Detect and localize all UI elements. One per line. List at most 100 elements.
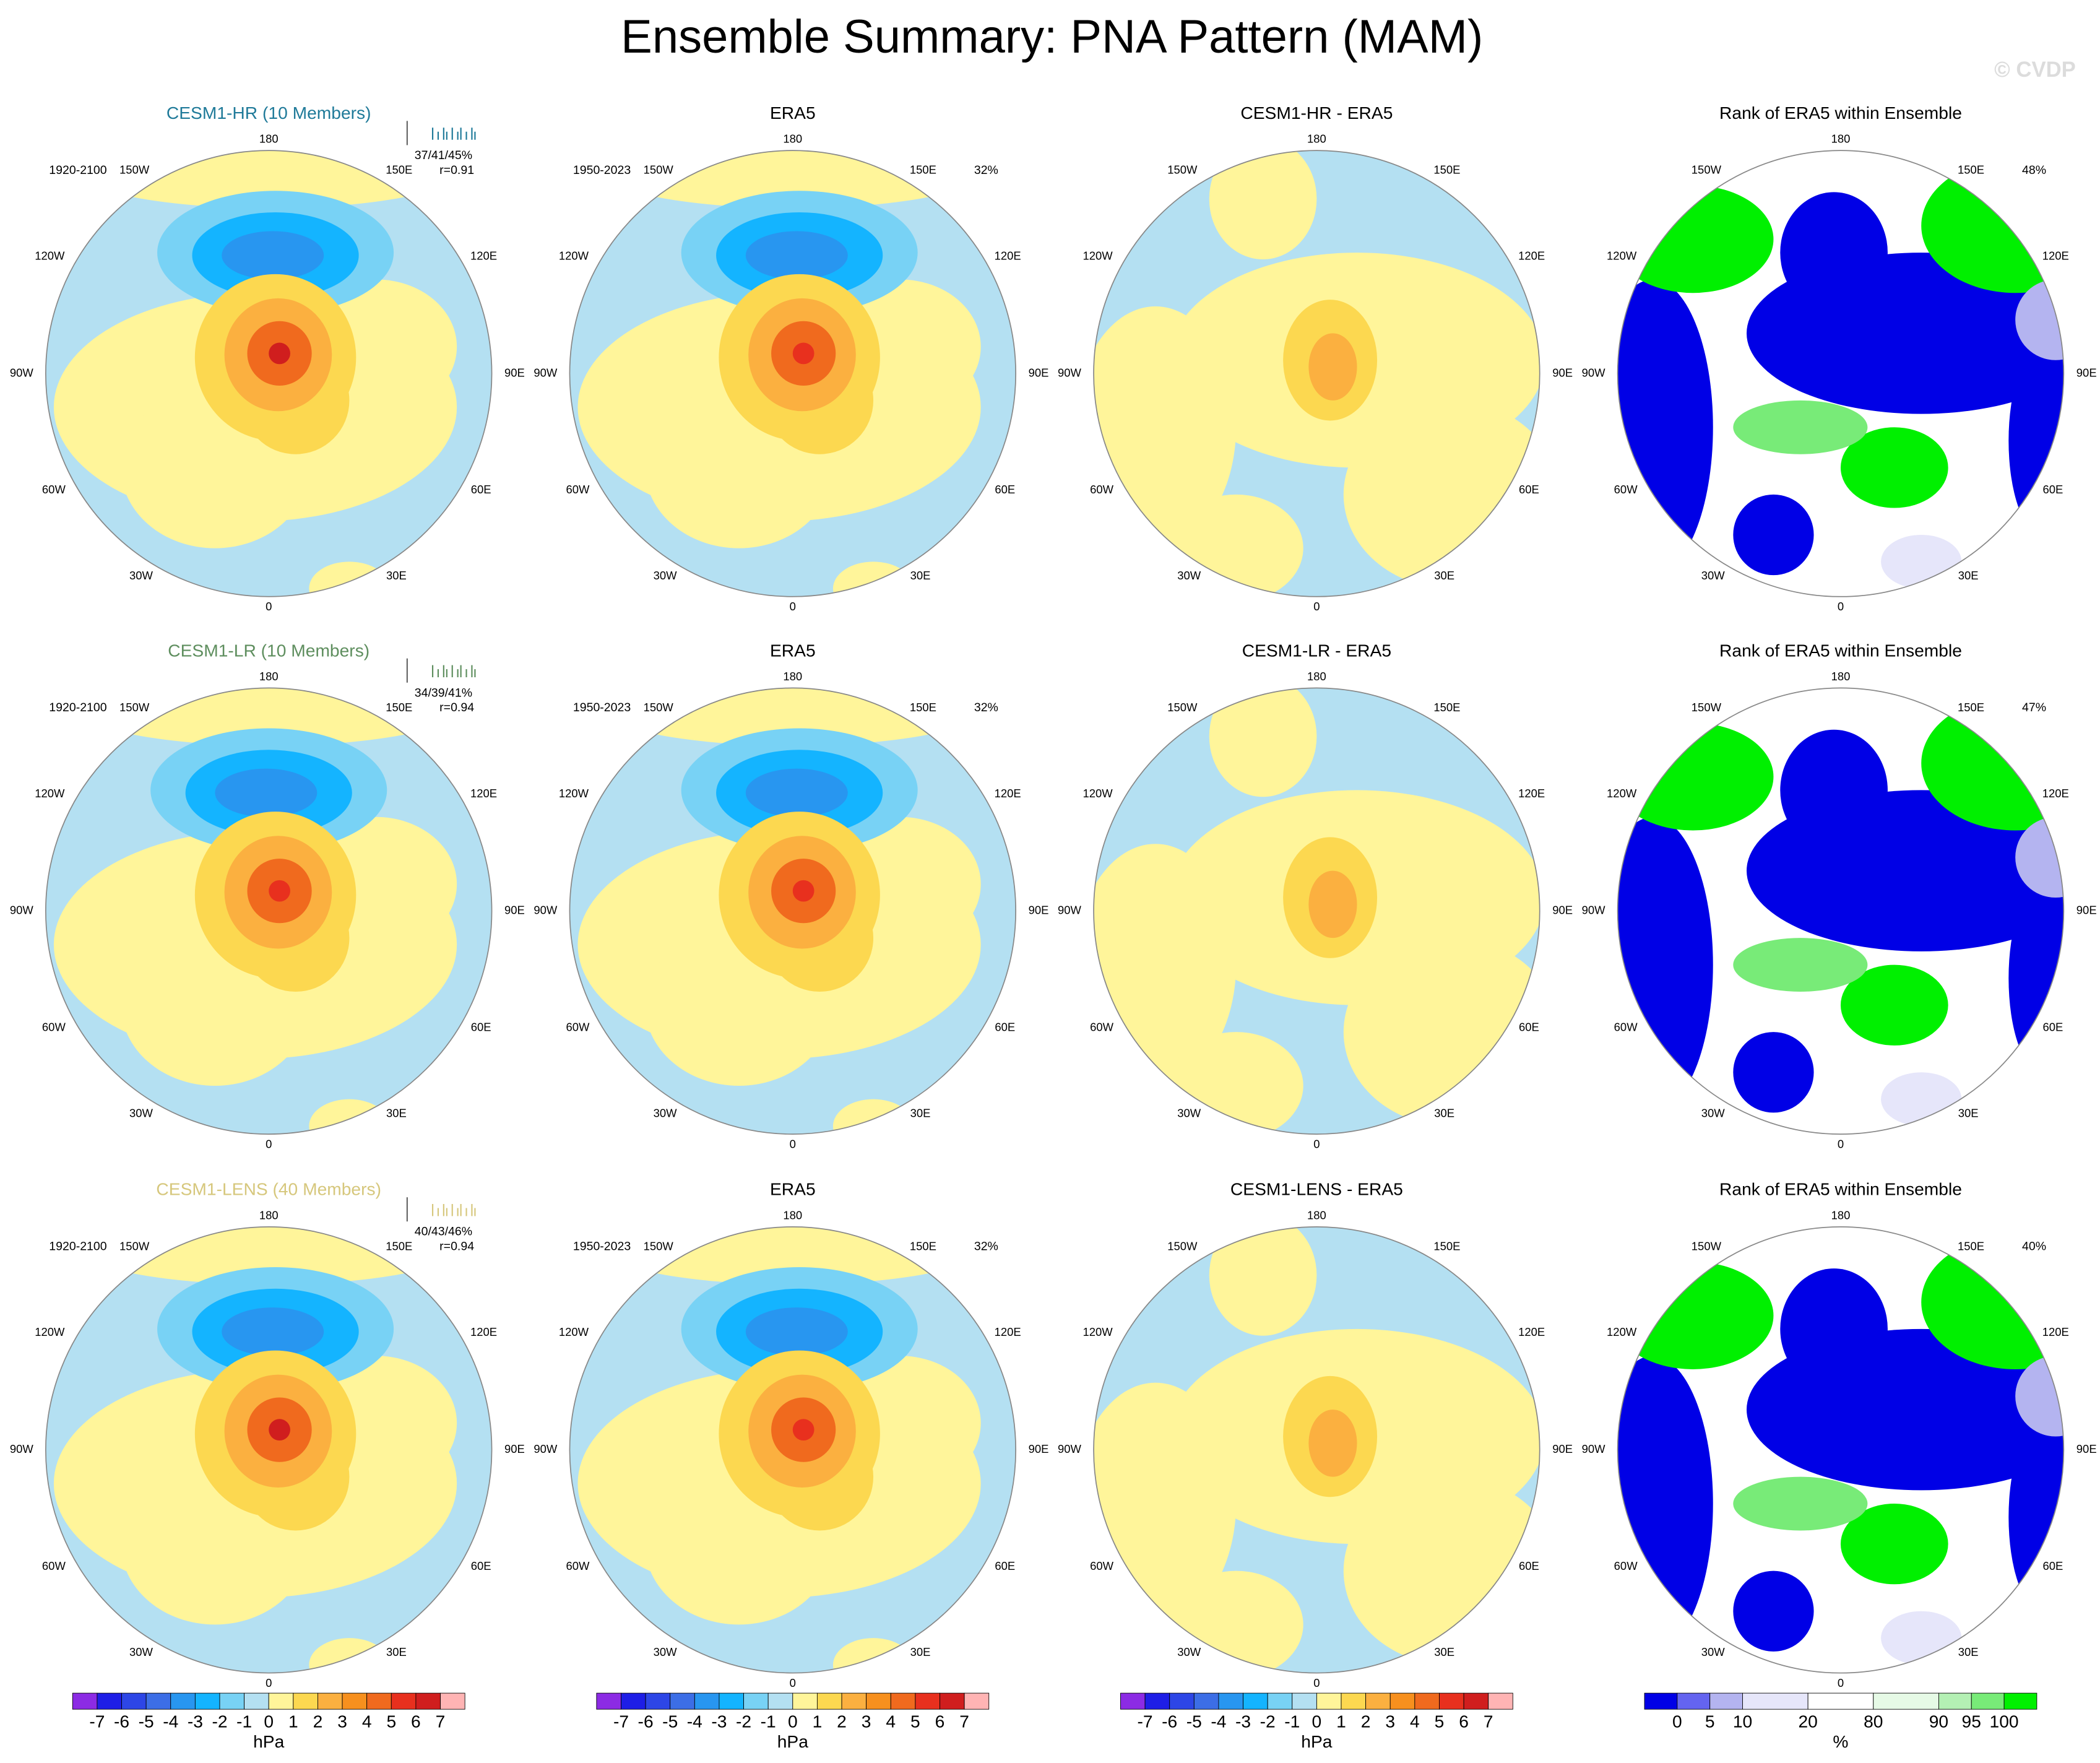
map-field	[1733, 1032, 1814, 1113]
colorbar-box	[964, 1692, 990, 1710]
colorbar-label: 90	[1929, 1711, 1948, 1731]
watermark: © CVDP	[1994, 58, 2076, 82]
stats-label: 34/39/41%	[415, 686, 472, 700]
colorbar-box	[1488, 1692, 1513, 1710]
colorbar-box	[670, 1692, 695, 1710]
obs-pct-label: 32%	[974, 1240, 998, 1254]
colorbar-label: 2	[837, 1711, 847, 1731]
map-field	[2015, 1356, 2064, 1437]
longitude-label: 0	[1838, 1676, 1844, 1689]
map-outline	[45, 1226, 493, 1674]
longitude-label: 90W	[534, 904, 558, 917]
longitude-label: 30E	[1434, 1106, 1454, 1119]
colorbar-label: 3	[862, 1711, 871, 1731]
longitude-label: 30W	[1177, 569, 1201, 582]
map-field	[2015, 817, 2064, 898]
colorbar-label: 7	[959, 1711, 969, 1731]
colorbar-box	[1341, 1692, 1367, 1710]
longitude-label: 60W	[1090, 483, 1114, 496]
colorbar-label: 4	[886, 1711, 896, 1731]
longitude-label: 150W	[1167, 701, 1198, 714]
colorbar-label: -7	[613, 1711, 629, 1731]
longitude-label: 120E	[470, 1325, 497, 1338]
map-field	[792, 342, 815, 365]
longitude-label: 30W	[654, 1106, 678, 1119]
map-field	[2008, 884, 2064, 1073]
correlation-label: r=0.94	[439, 1240, 474, 1254]
map-field	[832, 1638, 914, 1673]
colorbar-label: -5	[662, 1711, 678, 1731]
longitude-label: 120E	[995, 249, 1021, 262]
map-field	[745, 1307, 848, 1356]
longitude-label: 60W	[566, 1020, 590, 1033]
colorbar-box	[268, 1692, 294, 1710]
map-field	[1617, 279, 1713, 576]
map-field	[1308, 333, 1357, 401]
colorbar-label: 7	[436, 1711, 446, 1731]
longitude-label: 60E	[471, 1020, 491, 1033]
longitude-label: 120W	[559, 1325, 589, 1338]
longitude-label: 150E	[1433, 701, 1460, 714]
longitude-label: 150E	[1958, 701, 1984, 714]
map-field	[2015, 279, 2064, 360]
rank-pct-label: 40%	[2022, 1240, 2046, 1254]
longitude-label: 0	[1313, 600, 1320, 613]
colorbar-label: -5	[1186, 1711, 1202, 1731]
map-outline	[1617, 687, 2065, 1135]
longitude-label: 150W	[644, 163, 674, 176]
colorbar-box	[816, 1692, 842, 1710]
colorbar-box	[194, 1692, 220, 1710]
map-field	[309, 1638, 390, 1673]
colorbar-box	[1414, 1692, 1440, 1710]
longitude-label: 90E	[1552, 1442, 1573, 1455]
obs-period-label: 1950-2023	[573, 163, 631, 177]
colorbar-box	[97, 1692, 122, 1710]
colorbar-label: -4	[163, 1711, 178, 1731]
panel-title: Rank of ERA5 within Ensemble	[1719, 1179, 1962, 1199]
panel-title: CESM1-LR - ERA5	[1242, 640, 1391, 660]
longitude-label: 90E	[1029, 1442, 1049, 1455]
colorbar-box	[1365, 1692, 1391, 1710]
map-field	[591, 150, 995, 209]
colorbar-box	[145, 1692, 171, 1710]
longitude-label: 60E	[1519, 1559, 1539, 1572]
map-field	[1169, 1032, 1303, 1135]
colorbar-label: 10	[1733, 1711, 1752, 1731]
longitude-label: 150W	[1167, 163, 1198, 176]
map	[569, 1226, 1016, 1673]
map-field	[1747, 253, 2064, 414]
colorbar-box	[1463, 1692, 1489, 1710]
longitude-label: 60E	[1519, 483, 1539, 496]
colorbar-label: 20	[1798, 1711, 1817, 1731]
map-field	[269, 1419, 290, 1441]
map-field	[1209, 688, 1317, 797]
longitude-label: 90E	[2076, 1442, 2097, 1455]
colorbar-box	[219, 1692, 245, 1710]
panel-title: ERA5	[770, 1179, 816, 1199]
longitude-label: 120W	[1607, 249, 1637, 262]
longitude-label: 30E	[386, 569, 407, 582]
longitude-label: 30W	[1701, 1106, 1726, 1119]
colorbar-box	[1389, 1692, 1415, 1710]
longitude-label: 30E	[386, 1645, 407, 1658]
map-field	[1747, 790, 2064, 951]
map-field	[2008, 347, 2064, 535]
map	[45, 150, 492, 597]
map-field	[1209, 1226, 1317, 1336]
longitude-label: 120E	[2042, 787, 2069, 800]
longitude-label: 150E	[386, 163, 412, 176]
longitude-label: 150W	[1692, 701, 1722, 714]
colorbar-box	[342, 1692, 368, 1710]
longitude-label: 120E	[1518, 1325, 1545, 1338]
map-field	[745, 231, 848, 280]
colorbar-box	[596, 1692, 621, 1710]
colorbar-box	[293, 1692, 318, 1710]
longitude-label: 120W	[1082, 787, 1113, 800]
period-label: 1920-2100	[49, 701, 106, 714]
longitude-label: 60W	[1614, 1020, 1638, 1033]
colorbar-label: 0	[1312, 1711, 1322, 1731]
colorbar-label: -6	[114, 1711, 129, 1731]
longitude-label: 0	[1838, 1137, 1844, 1150]
longitude-label: 120E	[1518, 787, 1545, 800]
longitude-label: 120E	[2042, 249, 2069, 262]
